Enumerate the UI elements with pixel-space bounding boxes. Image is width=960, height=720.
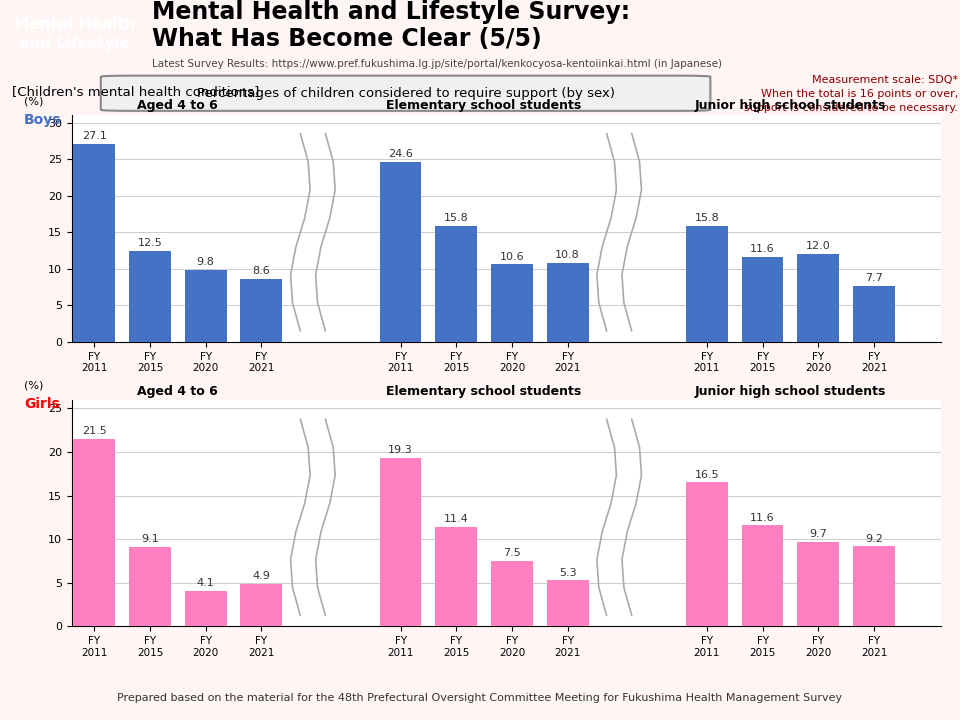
Bar [380, 162, 421, 342]
Text: Girls: Girls [24, 397, 60, 411]
Bar [436, 226, 477, 342]
Text: Prepared based on the material for the 48th Prefectural Oversight Committee Meet: Prepared based on the material for the 4… [117, 693, 843, 703]
Text: Aged 4 to 6: Aged 4 to 6 [137, 385, 218, 398]
Bar [240, 584, 282, 626]
Text: 19.3: 19.3 [388, 446, 413, 456]
Text: Latest Survey Results: https://www.pref.fukushima.lg.jp/site/portal/kenkocyosa-k: Latest Survey Results: https://www.pref.… [152, 59, 722, 69]
Text: 27.1: 27.1 [82, 131, 107, 141]
Text: 8.6: 8.6 [252, 266, 270, 276]
Text: 11.4: 11.4 [444, 514, 468, 524]
Bar [742, 525, 783, 626]
Text: Measurement scale: SDQ*
When the total is 16 points or over,
support is consider: Measurement scale: SDQ* When the total i… [744, 75, 958, 113]
Bar [686, 482, 728, 626]
Bar [380, 458, 421, 626]
Text: 10.8: 10.8 [555, 250, 580, 260]
Bar [853, 286, 895, 342]
Text: 9.2: 9.2 [865, 534, 883, 544]
Text: Boys: Boys [24, 113, 61, 127]
Bar [547, 263, 588, 342]
Text: Mental Health
and Lifestyle: Mental Health and Lifestyle [13, 17, 135, 51]
Text: Elementary school students: Elementary school students [387, 385, 582, 398]
Bar [547, 580, 588, 626]
Text: 10.6: 10.6 [499, 251, 524, 261]
Text: 15.8: 15.8 [694, 213, 719, 223]
Bar [798, 541, 839, 626]
Text: 5.3: 5.3 [559, 567, 576, 577]
Bar [129, 251, 171, 342]
Bar [853, 546, 895, 626]
Text: 12.5: 12.5 [137, 238, 162, 248]
Bar [240, 279, 282, 342]
Bar [73, 144, 115, 342]
Bar [798, 254, 839, 342]
Text: (%): (%) [24, 96, 43, 106]
Bar [129, 547, 171, 626]
Text: 9.8: 9.8 [197, 257, 215, 267]
Text: 24.6: 24.6 [388, 149, 413, 159]
Text: Junior high school students: Junior high school students [695, 385, 886, 398]
Bar [184, 270, 227, 342]
Text: Percentages of children considered to require support (by sex): Percentages of children considered to re… [197, 86, 614, 100]
Text: Aged 4 to 6: Aged 4 to 6 [137, 99, 218, 112]
Text: 7.7: 7.7 [865, 273, 883, 283]
Bar [73, 439, 115, 626]
FancyBboxPatch shape [101, 76, 710, 111]
Text: 9.7: 9.7 [809, 529, 828, 539]
Text: 12.0: 12.0 [805, 241, 830, 251]
Bar [742, 257, 783, 342]
Text: (%): (%) [24, 381, 43, 390]
Text: 4.9: 4.9 [252, 571, 271, 581]
Text: 16.5: 16.5 [695, 470, 719, 480]
Text: 11.6: 11.6 [751, 244, 775, 254]
Text: 7.5: 7.5 [503, 549, 521, 559]
Bar [686, 226, 728, 342]
Bar [492, 561, 533, 626]
Text: Mental Health and Lifestyle Survey:
What Has Become Clear (5/5): Mental Health and Lifestyle Survey: What… [152, 0, 630, 51]
Text: 4.1: 4.1 [197, 578, 214, 588]
Bar [492, 264, 533, 342]
Text: 9.1: 9.1 [141, 534, 158, 544]
Text: 11.6: 11.6 [751, 513, 775, 523]
Text: 21.5: 21.5 [82, 426, 107, 436]
Bar [184, 590, 227, 626]
Text: Junior high school students: Junior high school students [695, 99, 886, 112]
Text: 15.8: 15.8 [444, 213, 468, 223]
Text: [Children's mental health conditions]: [Children's mental health conditions] [12, 85, 259, 98]
Text: Elementary school students: Elementary school students [387, 99, 582, 112]
Bar [436, 527, 477, 626]
